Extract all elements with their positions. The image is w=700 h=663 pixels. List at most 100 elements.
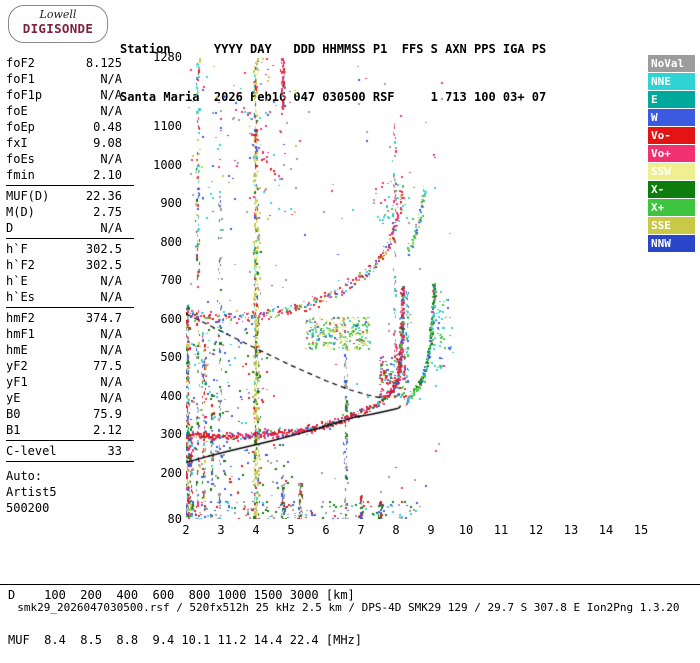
param-row-b0: B0 75.9 xyxy=(6,406,134,422)
x-tick-label: 11 xyxy=(493,523,509,537)
param-value: 8.125 xyxy=(85,56,122,70)
param-label: foF1 xyxy=(6,72,35,86)
param-value: 302.5 xyxy=(85,242,122,256)
param-row-h-f2: h`F2 302.5 xyxy=(6,257,134,273)
echo-direction-legend: NoVal NNE E W Vo- Vo+ SSW X- X+ SSE NNW xyxy=(648,55,695,253)
param-row-foe: foE N/A xyxy=(6,103,134,119)
param-row-m-d-: M(D) 2.75 xyxy=(6,204,134,220)
status-bar: smk29_2026047030500.rsf / 520fx512h 25 k… xyxy=(0,584,700,614)
param-label: hmF2 xyxy=(6,311,35,325)
param-value: 9.08 xyxy=(93,136,122,150)
param-label: hmE xyxy=(6,343,28,357)
param-value: N/A xyxy=(100,375,122,389)
ionogram-plot-area: 1280 1100 1000 900 800 700 600 500 400 300 200 80 2… xyxy=(153,50,648,537)
ionogram-viewer-window: { "logo": {"line1": "Lowell", "line2": "… xyxy=(0,5,700,647)
param-row-fxi: fxI 9.08 xyxy=(6,135,134,151)
param-value: N/A xyxy=(100,327,122,341)
param-row-fof2: foF2 8.125 xyxy=(6,55,134,71)
x-tick-label: 9 xyxy=(427,523,435,537)
param-value: 2.10 xyxy=(93,168,122,182)
lowell-digisonde-logo: Lowell DIGISONDE xyxy=(8,5,108,43)
status-text: smk29_2026047030500.rsf / 520fx512h 25 k… xyxy=(17,601,680,614)
param-label: h`Es xyxy=(6,290,35,304)
legend-item-x-: X+ xyxy=(648,199,695,216)
x-tick-label: 2 xyxy=(182,523,190,537)
y-tick-label: 1000 xyxy=(153,157,182,172)
param-value: 75.9 xyxy=(93,407,122,421)
param-value: 33 xyxy=(107,444,122,458)
param-value: N/A xyxy=(100,343,122,357)
param-value: N/A xyxy=(100,88,122,102)
param-row-b1: B1 2.12 xyxy=(6,422,134,438)
param-value: N/A xyxy=(100,274,122,288)
param-label: foE xyxy=(6,104,28,118)
param-label: C-level xyxy=(6,444,57,458)
param-label: h`F xyxy=(6,242,28,256)
legend-item-sse: SSE xyxy=(648,217,695,234)
param-label: M(D) xyxy=(6,205,35,219)
ionogram-scatter-canvas xyxy=(186,57,641,519)
x-tick-label: 14 xyxy=(598,523,614,537)
param-label: MUF(D) xyxy=(6,189,50,203)
param-value: N/A xyxy=(100,72,122,86)
logo-lowell-text: Lowell xyxy=(39,8,77,21)
y-tick-label: 700 xyxy=(160,273,182,288)
autoscaling-info: Auto: Artist5 500200 xyxy=(6,462,134,516)
legend-item-x-: X- xyxy=(648,181,695,198)
param-label: foF2 xyxy=(6,56,35,70)
y-tick-label: 500 xyxy=(160,350,182,365)
x-tick-label: 5 xyxy=(287,523,295,537)
header-column-titles: Station YYYY DAY DDD HHMMSS P1 FFS S AXN… xyxy=(120,42,547,56)
x-tick-label: 3 xyxy=(217,523,225,537)
param-label: fxI xyxy=(6,136,28,150)
param-group: hmF2 374.7 hmF1 N/A hmE N/A yF2 77.5 yF1 N/A yE N/A… xyxy=(6,308,134,441)
param-value: N/A xyxy=(100,221,122,235)
x-tick-label: 13 xyxy=(563,523,579,537)
param-row-ye: yE N/A xyxy=(6,390,134,406)
param-value: N/A xyxy=(100,152,122,166)
x-tick-label: 15 xyxy=(633,523,649,537)
y-tick-label: 1100 xyxy=(153,119,182,134)
param-label: yF1 xyxy=(6,375,28,389)
param-label: B0 xyxy=(6,407,21,421)
x-tick-label: 4 xyxy=(252,523,260,537)
y-tick-label: 600 xyxy=(160,311,182,326)
param-row-yf1: yF1 N/A xyxy=(6,374,134,390)
param-row-hme: hmE N/A xyxy=(6,342,134,358)
param-label: D xyxy=(6,221,14,235)
param-label: foF1p xyxy=(6,88,43,102)
param-group: C-level 33 xyxy=(6,441,134,462)
param-row-h-f: h`F 302.5 xyxy=(6,241,134,257)
param-value: 302.5 xyxy=(85,258,122,272)
param-label: h`E xyxy=(6,274,28,288)
param-value: N/A xyxy=(100,391,122,405)
x-tick-label: 6 xyxy=(322,523,330,537)
legend-item-nne: NNE xyxy=(648,73,695,90)
autoscaling-line: Auto: xyxy=(6,469,43,483)
param-group: MUF(D) 22.36 M(D) 2.75 D N/A xyxy=(6,186,134,239)
param-value: N/A xyxy=(100,290,122,304)
autoscaling-line: Artist5 xyxy=(6,485,57,499)
param-value: 374.7 xyxy=(85,311,122,325)
param-label: fmin xyxy=(6,168,35,182)
param-row-d: D N/A xyxy=(6,220,134,236)
param-value: 22.36 xyxy=(85,189,122,203)
parameter-panel: foF2 8.125 foF1 N/A foF1p N/A foE N/A foEp 0.48 fx… xyxy=(6,53,134,516)
x-tick-label: 8 xyxy=(392,523,400,537)
y-tick-label: 300 xyxy=(160,427,182,442)
param-row-fmin: fmin 2.10 xyxy=(6,167,134,183)
legend-item-noval: NoVal xyxy=(648,55,695,72)
param-row-foes: foEs N/A xyxy=(6,151,134,167)
legend-item-vo-: Vo- xyxy=(648,127,695,144)
y-tick-label: 1280 xyxy=(153,50,182,64)
logo-digisonde-text: DIGISONDE xyxy=(22,21,94,36)
param-value: 77.5 xyxy=(93,359,122,373)
param-row-hmf2: hmF2 374.7 xyxy=(6,310,134,326)
y-tick-label: 80 xyxy=(167,512,182,526)
param-group: h`F 302.5 h`F2 302.5 h`E N/A h`Es N/A xyxy=(6,239,134,308)
param-row-c-level: C-level 33 xyxy=(6,443,134,459)
param-label: foEp xyxy=(6,120,35,134)
legend-item-nnw: NNW xyxy=(648,235,695,252)
param-row-hmf1: hmF1 N/A xyxy=(6,326,134,342)
distance-row: D 100 200 400 600 800 1000 1500 3000 [km… xyxy=(8,588,355,602)
